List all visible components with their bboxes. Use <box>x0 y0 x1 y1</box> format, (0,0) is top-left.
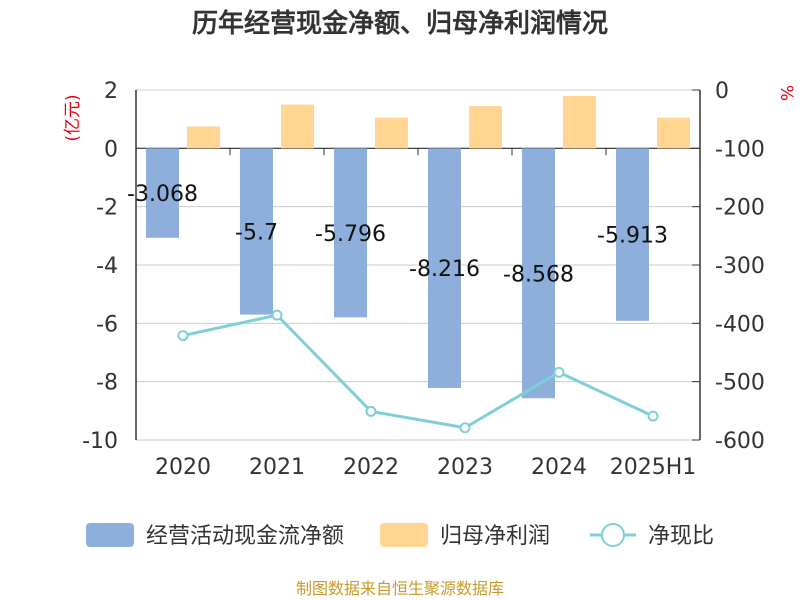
bar-net-profit <box>563 95 596 149</box>
bar-net-profit <box>657 117 690 149</box>
left-axis-unit: (亿元) <box>63 94 83 141</box>
category-label: 2024 <box>531 455 587 480</box>
category-label: 2021 <box>249 455 305 480</box>
data-label: -5.913 <box>597 224 668 249</box>
left-tick-label: 0 <box>104 137 118 162</box>
bar-cash-flow <box>146 148 179 238</box>
ratio-point <box>365 405 377 417</box>
legend-label-ratio: 净现比 <box>648 524 714 549</box>
left-tick-label: -2 <box>96 196 118 221</box>
category-label: 2025H1 <box>610 455 697 480</box>
ratio-point <box>647 410 659 422</box>
bar-cash-flow <box>616 148 649 321</box>
bar-net-profit <box>375 117 408 149</box>
bar-cash-flow <box>428 148 461 388</box>
legend-label-net-profit: 归母净利润 <box>440 524 550 549</box>
data-label: -5.7 <box>235 220 278 245</box>
ratio-point <box>177 330 189 342</box>
right-tick-label: -100 <box>715 137 765 162</box>
left-tick-label: -6 <box>96 312 118 337</box>
right-axis-unit: % <box>776 85 796 101</box>
left-tick-label: 2 <box>104 79 118 104</box>
ratio-point <box>459 422 471 434</box>
bar-net-profit <box>187 126 220 149</box>
data-label: -8.216 <box>409 257 480 282</box>
left-tick-label: -4 <box>96 254 118 279</box>
legend: 经营活动现金流净额 归母净利润 净现比 <box>86 523 714 549</box>
right-tick-label: -500 <box>715 371 765 396</box>
left-tick-label: -10 <box>82 429 118 454</box>
ratio-point <box>271 309 283 321</box>
data-label: -3.068 <box>127 182 198 207</box>
ratio-line <box>177 309 659 434</box>
category-label: 2023 <box>437 455 493 480</box>
data-label: -8.568 <box>503 262 574 287</box>
right-tick-label: -200 <box>715 196 765 221</box>
legend-marker-ratio <box>601 523 625 547</box>
bar-cash-flow <box>240 148 273 315</box>
legend-swatch-cash-flow <box>86 523 134 547</box>
source-note: 制图数据来自恒生聚源数据库 <box>296 579 504 598</box>
right-tick-label: -400 <box>715 312 765 337</box>
legend-label-cash-flow: 经营活动现金流净额 <box>146 524 344 549</box>
right-tick-label: 0 <box>715 79 729 104</box>
bar-net-profit <box>281 104 314 149</box>
right-tick-label: -600 <box>715 429 765 454</box>
chart-title: 历年经营现金净额、归母净利润情况 <box>192 8 608 39</box>
ratio-point <box>553 366 565 378</box>
axes: 20-2-4-6-8-100-100-200-300-400-500-60020… <box>82 79 765 480</box>
bar-net-profit <box>469 106 502 149</box>
data-label: -5.796 <box>315 222 386 247</box>
bars <box>146 95 690 399</box>
category-label: 2022 <box>343 455 399 480</box>
bar-cash-flow <box>334 148 367 318</box>
category-label: 2020 <box>155 455 211 480</box>
left-tick-label: -8 <box>96 371 118 396</box>
ratio-line-path <box>182 313 654 430</box>
legend-swatch-net-profit <box>380 523 428 547</box>
right-tick-label: -300 <box>715 254 765 279</box>
data-labels: -3.068 -5.7 -5.796 -8.216 -8.568 -5.913 <box>127 182 668 287</box>
bar-cash-flow <box>522 148 555 399</box>
